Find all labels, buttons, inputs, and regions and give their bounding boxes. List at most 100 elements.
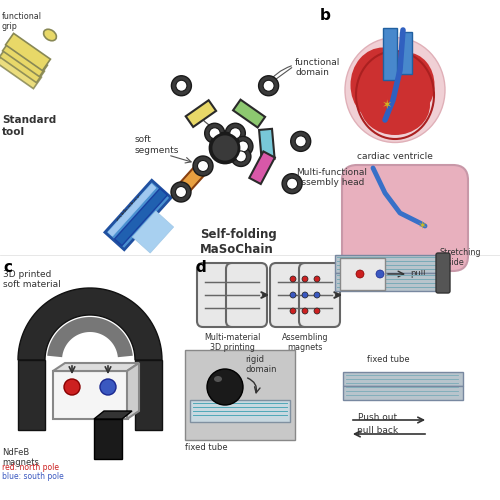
FancyBboxPatch shape: [436, 253, 450, 293]
Circle shape: [258, 76, 278, 96]
Circle shape: [302, 276, 308, 282]
FancyBboxPatch shape: [299, 263, 340, 327]
Text: pull: pull: [410, 268, 426, 278]
Text: 3D printed
soft material: 3D printed soft material: [3, 270, 61, 289]
Text: red: north pole: red: north pole: [2, 463, 59, 472]
Polygon shape: [127, 363, 139, 419]
Text: ✶: ✶: [382, 98, 392, 112]
Circle shape: [290, 292, 296, 298]
Text: pull back: pull back: [358, 426, 399, 435]
Text: catheter: catheter: [114, 192, 145, 225]
Polygon shape: [53, 363, 139, 371]
Text: Multi-material
3D printing: Multi-material 3D printing: [204, 333, 260, 352]
Circle shape: [263, 80, 274, 91]
Text: c: c: [3, 260, 12, 275]
Circle shape: [233, 136, 253, 156]
Circle shape: [290, 308, 296, 314]
Polygon shape: [114, 188, 168, 246]
Polygon shape: [2, 40, 48, 76]
Bar: [340, 258, 385, 290]
Circle shape: [211, 134, 239, 162]
Circle shape: [295, 136, 306, 147]
Circle shape: [314, 308, 320, 314]
Polygon shape: [94, 419, 122, 459]
Text: Multi-functional
assembly head: Multi-functional assembly head: [296, 168, 367, 188]
Circle shape: [238, 141, 248, 152]
Bar: [190, 400, 290, 422]
FancyBboxPatch shape: [197, 263, 238, 327]
Circle shape: [290, 132, 310, 152]
Text: Standard
tool: Standard tool: [2, 115, 56, 136]
Text: b: b: [320, 8, 331, 23]
Ellipse shape: [345, 38, 445, 142]
Circle shape: [64, 379, 80, 395]
Polygon shape: [179, 163, 207, 193]
Circle shape: [286, 178, 298, 189]
Circle shape: [356, 270, 364, 278]
Polygon shape: [259, 129, 274, 160]
Polygon shape: [6, 34, 51, 70]
FancyBboxPatch shape: [226, 263, 267, 327]
Polygon shape: [94, 411, 132, 419]
Polygon shape: [105, 180, 171, 250]
Circle shape: [100, 379, 116, 395]
Circle shape: [193, 156, 213, 176]
Bar: [335, 255, 440, 273]
Polygon shape: [132, 211, 173, 253]
Text: blue: south pole: blue: south pole: [2, 472, 64, 481]
Text: stomach: stomach: [386, 263, 424, 272]
Circle shape: [172, 76, 192, 96]
Circle shape: [230, 128, 241, 139]
Circle shape: [209, 128, 220, 139]
Circle shape: [207, 369, 243, 405]
Circle shape: [204, 124, 225, 144]
Ellipse shape: [360, 75, 430, 135]
Text: rigid
domain: rigid domain: [245, 355, 276, 374]
Text: cardiac ventricle: cardiac ventricle: [357, 152, 433, 161]
Ellipse shape: [350, 48, 416, 122]
Text: soft
segments: soft segments: [135, 136, 180, 154]
Polygon shape: [186, 100, 216, 127]
Polygon shape: [135, 360, 162, 430]
Circle shape: [290, 276, 296, 282]
Text: Stretching
inside: Stretching inside: [440, 248, 482, 268]
Polygon shape: [18, 288, 162, 360]
Circle shape: [210, 133, 240, 163]
Polygon shape: [250, 152, 275, 184]
FancyBboxPatch shape: [342, 165, 468, 271]
Ellipse shape: [380, 52, 434, 118]
Circle shape: [314, 276, 320, 282]
Bar: [185, 350, 295, 440]
Circle shape: [302, 308, 308, 314]
Polygon shape: [0, 52, 42, 88]
Text: d: d: [195, 260, 206, 275]
Circle shape: [282, 174, 302, 194]
Circle shape: [226, 124, 246, 144]
Polygon shape: [18, 360, 45, 430]
Circle shape: [176, 80, 187, 91]
Bar: [383, 28, 397, 80]
Bar: [343, 372, 463, 386]
Text: Self-folding
MaSoChain: Self-folding MaSoChain: [200, 228, 277, 256]
Bar: [400, 32, 412, 74]
Bar: [343, 386, 463, 400]
Circle shape: [302, 292, 308, 298]
Text: fixed tube: fixed tube: [366, 355, 410, 364]
Text: ✶: ✶: [418, 221, 428, 231]
Text: functional
grip: functional grip: [2, 12, 42, 32]
Text: functional
domain: functional domain: [295, 58, 341, 78]
Polygon shape: [108, 184, 156, 236]
Circle shape: [198, 160, 208, 172]
Circle shape: [236, 151, 246, 162]
Ellipse shape: [214, 376, 222, 382]
Polygon shape: [0, 46, 44, 82]
Text: Push out: Push out: [358, 413, 398, 422]
Polygon shape: [233, 100, 265, 128]
Circle shape: [231, 146, 251, 167]
Circle shape: [314, 292, 320, 298]
Circle shape: [376, 270, 384, 278]
Bar: [53, 371, 128, 419]
Ellipse shape: [44, 30, 57, 40]
Text: NdFeB
magnets: NdFeB magnets: [2, 448, 39, 468]
Circle shape: [176, 186, 186, 198]
